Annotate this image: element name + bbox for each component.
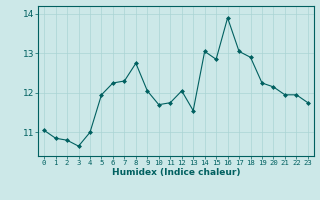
X-axis label: Humidex (Indice chaleur): Humidex (Indice chaleur) — [112, 168, 240, 177]
